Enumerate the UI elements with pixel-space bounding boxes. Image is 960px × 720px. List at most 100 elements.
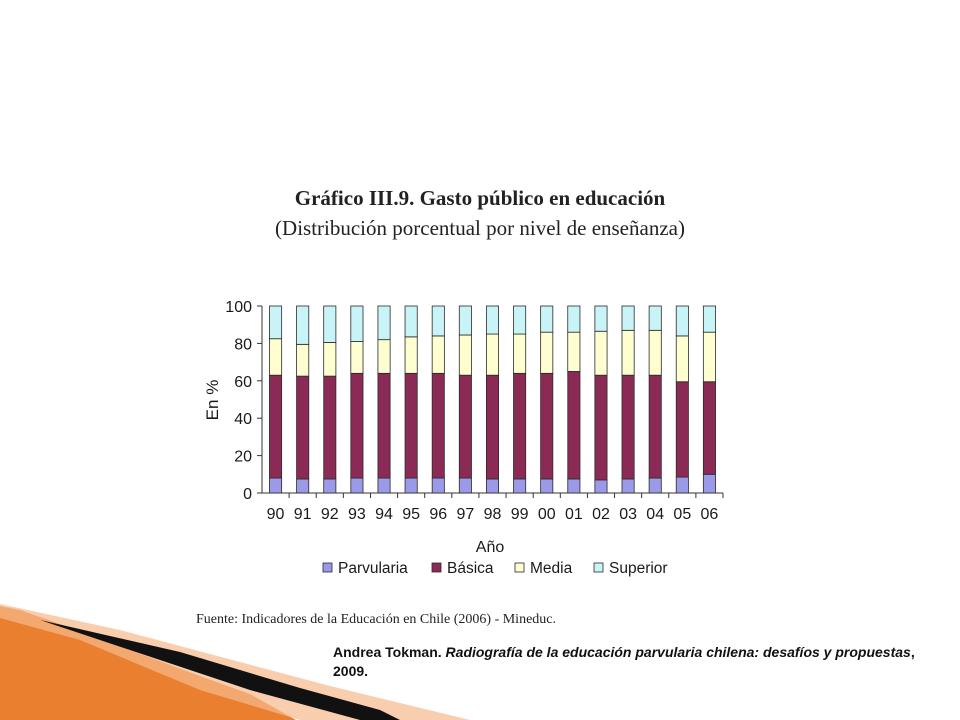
bar-segment-parvularia: [567, 478, 581, 494]
citation-work: Radiografía de la educación parvularia c…: [445, 644, 911, 660]
bar-segment-superior: [269, 305, 283, 340]
bar-segment-parvularia: [350, 477, 364, 494]
bar-segment-parvularia: [431, 477, 445, 494]
bar-segment-superior: [458, 305, 472, 336]
x-tick-label: 00: [538, 506, 556, 523]
bar-segment-basica: [540, 372, 554, 480]
bar-segment-basica: [513, 372, 527, 480]
bar-segment-media: [269, 338, 283, 376]
bar-segment-parvularia: [458, 477, 472, 494]
decoration-light-wedge: [0, 604, 470, 720]
x-tick-label: 05: [673, 506, 691, 523]
bar-segment-parvularia: [540, 478, 554, 494]
bar-segment-basica: [431, 372, 445, 479]
y-axis-label: En %: [203, 380, 222, 421]
bar-segment-basica: [350, 372, 364, 479]
x-tick-label: 02: [592, 506, 610, 523]
bar-segment-basica: [269, 374, 283, 479]
bar-segment-basica: [458, 374, 472, 479]
bar-segment-parvularia: [594, 479, 608, 494]
bar-segment-parvularia: [377, 477, 391, 494]
x-tick-label: 98: [484, 506, 502, 523]
bar-segment-media: [621, 329, 635, 376]
x-tick-label: 94: [375, 506, 393, 523]
decoration-dark-sweep: [40, 620, 400, 720]
plot-area: 0 20 40 60 80 100 90 91 92 93 94 95 96 97 98 99 00 01 02 03…: [225, 299, 724, 523]
bar-segment-superior: [594, 305, 608, 332]
bar-segment-media: [648, 329, 662, 376]
source-note: Fuente: Indicadores de la Educación en C…: [196, 612, 556, 627]
bar-segment-superior: [323, 305, 337, 343]
bar-segment-parvularia: [621, 478, 635, 494]
bar-segment-superior: [648, 305, 662, 331]
bar-segment-media: [350, 341, 364, 374]
x-axis-label: Año: [476, 539, 505, 556]
x-tick-label: 04: [646, 506, 664, 523]
x-tick-label: 96: [429, 506, 447, 523]
bar-segment-media: [567, 331, 581, 372]
legend-swatch-superior: [593, 562, 604, 573]
bar-segment-media: [675, 335, 689, 383]
citation: Andrea Tokman. Radiografía de la educaci…: [333, 643, 933, 681]
bar-segment-media: [296, 343, 310, 377]
bar-segment-basica: [567, 371, 581, 480]
bar-segment-media: [323, 342, 337, 377]
bar-segment-basica: [702, 381, 716, 475]
bar-segment-media: [377, 339, 391, 374]
bar-segment-basica: [675, 381, 689, 478]
legend-swatch-parvularia: [322, 562, 333, 573]
citation-author: Andrea Tokman.: [333, 644, 442, 660]
x-tick-label: 90: [267, 506, 285, 523]
y-tick-label: 80: [234, 336, 252, 353]
bar-segment-superior: [621, 305, 635, 331]
legend-swatch-basica: [431, 562, 442, 573]
y-tick-label: 0: [243, 486, 252, 503]
legend-label-media: Media: [530, 560, 573, 577]
citation-year: , 2009.: [333, 644, 915, 679]
bar-segment-superior: [431, 305, 445, 337]
bar-segment-parvularia: [404, 477, 418, 494]
y-tick-label: 20: [234, 449, 252, 466]
chart-title: Gráfico III.9. Gasto público en educació…: [294, 186, 666, 210]
x-tick-label: 97: [456, 506, 474, 523]
bar-segment-basica: [485, 374, 500, 480]
bar-segment-parvularia: [702, 473, 716, 494]
bar-segment-superior: [377, 305, 391, 341]
legend: Parvularia Básica Media Superior: [322, 560, 668, 577]
bar-segment-superior: [296, 305, 310, 345]
bar-segment-superior: [702, 305, 716, 333]
bar-segment-superior: [513, 305, 527, 335]
bar-segment-superior: [485, 305, 500, 335]
bar-segment-media: [431, 335, 445, 374]
legend-swatch-media: [514, 562, 525, 573]
bar-segment-media: [485, 333, 500, 376]
bar-segment-superior: [567, 305, 581, 333]
bar-segment-parvularia: [323, 478, 337, 494]
x-tick-label: 03: [619, 506, 637, 523]
x-tick-label: 01: [565, 506, 583, 523]
legend-label-parvularia: Parvularia: [338, 560, 408, 577]
bar-segment-parvularia: [485, 478, 500, 494]
bar-segment-media: [458, 334, 472, 376]
bar-segment-media: [404, 336, 418, 374]
bar-segment-basica: [296, 375, 310, 480]
bar-segment-superior: [675, 305, 689, 337]
stacked-bar-chart: 0 20 40 60 80 100 90 91 92 93 94 95 96 97 98 99 00 01 02 03…: [203, 299, 724, 577]
x-tick-label: 06: [701, 506, 719, 523]
bar-segment-superior: [404, 305, 418, 338]
x-tick-label: 92: [321, 506, 339, 523]
bar-segment-basica: [323, 375, 337, 480]
x-tick-label: 93: [348, 506, 366, 523]
bar-segment-parvularia: [296, 478, 310, 494]
bar-segment-superior: [350, 305, 364, 342]
bar-segment-superior: [540, 305, 554, 333]
chart-subtitle: (Distribución porcentual por nivel de en…: [275, 216, 685, 240]
bar-segment-parvularia: [648, 477, 662, 494]
y-tick-label: 60: [234, 374, 252, 391]
x-tick-label: 91: [294, 506, 312, 523]
bar-segment-parvularia: [675, 476, 689, 494]
bar-segment-basica: [621, 374, 635, 480]
legend-label-basica: Básica: [447, 560, 494, 577]
bar-segment-media: [513, 333, 527, 374]
